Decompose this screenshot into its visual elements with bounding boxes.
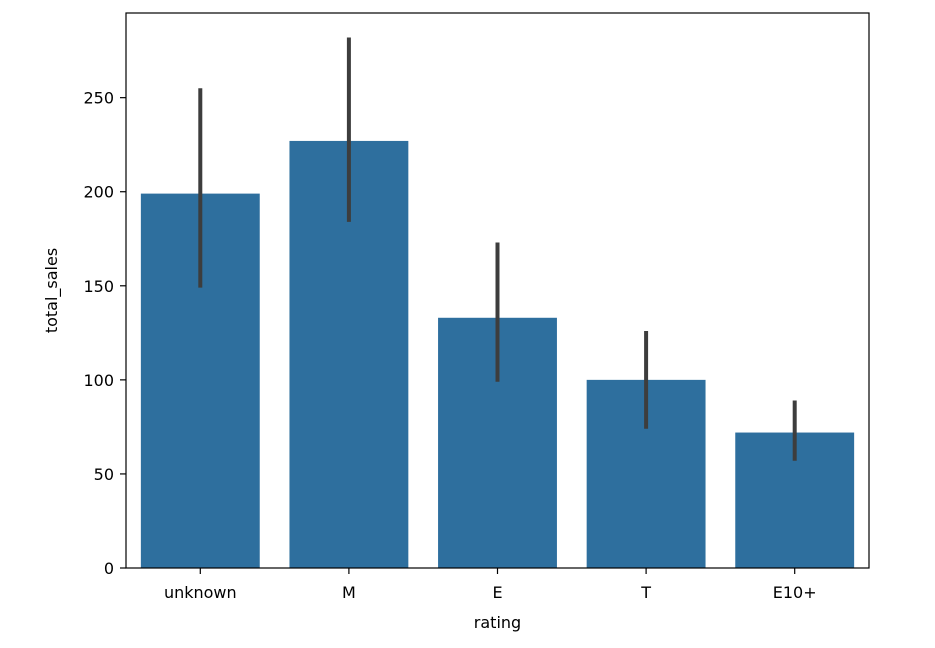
y-axis-label: total_sales: [42, 248, 62, 333]
y-tick-label: 100: [83, 371, 114, 390]
x-tick-label: E10+: [773, 583, 817, 602]
y-tick-label: 250: [83, 89, 114, 108]
y-tick-label: 200: [83, 183, 114, 202]
x-tick-label: M: [342, 583, 356, 602]
error-bars-group: [198, 37, 797, 461]
y-tick-label: 50: [94, 465, 114, 484]
x-tick-label: T: [640, 583, 651, 602]
x-tick-label: E: [492, 583, 502, 602]
x-tick-label: unknown: [164, 583, 237, 602]
y-tick-label: 150: [83, 277, 114, 296]
x-axis-ticks: unknown M E T E10+: [164, 568, 817, 602]
y-tick-label: 0: [104, 559, 114, 578]
y-axis-ticks: 0 50 100 150 200 250: [83, 89, 126, 578]
x-axis-label: rating: [474, 613, 521, 632]
